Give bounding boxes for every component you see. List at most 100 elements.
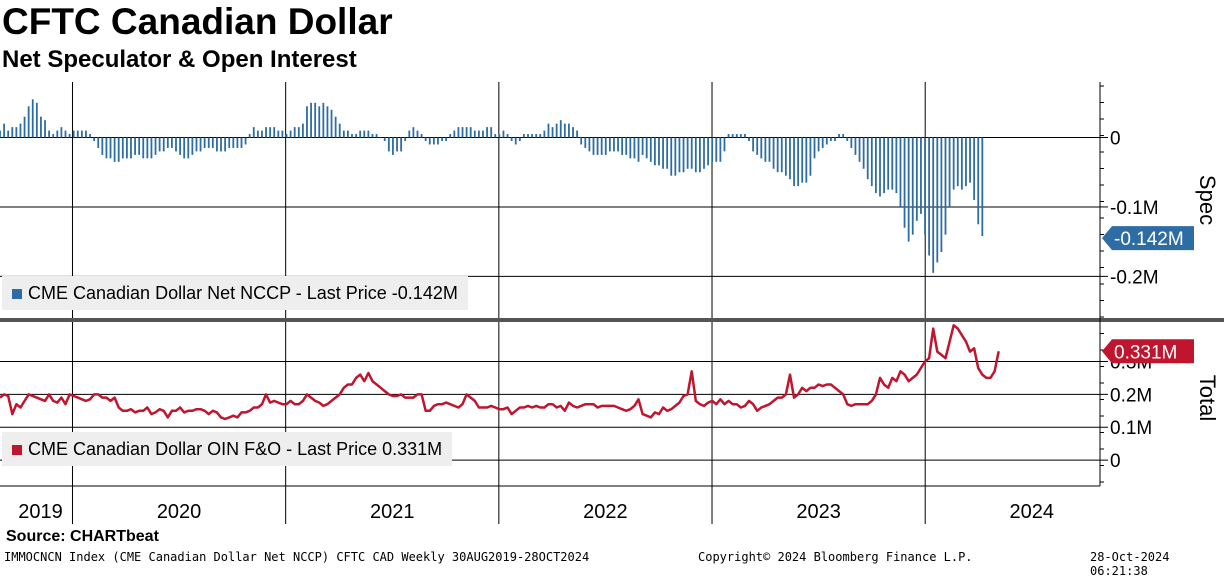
spec-bar: [887, 137, 890, 190]
legend-spec-swatch: [12, 289, 22, 299]
spec-bar: [183, 137, 186, 159]
spec-bar: [784, 137, 787, 176]
spec-bar: [547, 123, 550, 138]
spec-bar: [179, 137, 181, 155]
spec-bar: [281, 130, 284, 138]
spec-bar: [580, 137, 583, 145]
spec-bar: [568, 123, 570, 138]
spec-bar: [829, 137, 832, 141]
spec-bar: [166, 137, 169, 148]
spec-bar: [109, 137, 112, 159]
spec-bar: [506, 134, 509, 138]
spec-bar: [203, 137, 206, 148]
spec-bar: [85, 130, 87, 138]
spec-bar: [494, 134, 497, 138]
ticker-info: IMMOCNCN Index (CME Canadian Dollar Net …: [4, 550, 590, 564]
spec-bar: [31, 99, 34, 138]
legend-total: CME Canadian Dollar OIN F&O - Last Price…: [2, 432, 453, 466]
spec-bar: [265, 127, 267, 138]
spec-bar: [604, 137, 607, 155]
spec-bar: [731, 134, 734, 138]
spec-bar-series: [0, 99, 984, 273]
total-y-tick-label: 0.2M: [1110, 385, 1152, 406]
spec-bar: [850, 137, 853, 148]
spec-bar: [97, 137, 100, 148]
spec-bar: [277, 130, 280, 138]
spec-bar: [322, 102, 325, 138]
spec-bar: [359, 130, 362, 138]
spec-bar: [764, 137, 767, 162]
x-tick-label: 2022: [583, 501, 628, 523]
spec-bar: [482, 130, 484, 138]
spec-bar: [261, 130, 263, 138]
spec-bar: [649, 137, 652, 162]
spec-bar: [588, 137, 591, 152]
spec-bar: [453, 130, 456, 138]
spec-bar: [441, 137, 443, 141]
spec-bar: [220, 137, 222, 152]
spec-bar: [723, 137, 726, 152]
spec-bar: [15, 127, 18, 138]
spec-bar: [314, 102, 317, 138]
spec-bar: [216, 137, 218, 152]
spec-bar: [703, 137, 705, 169]
total-last-value-tag-text: 0.331M: [1114, 342, 1177, 363]
spec-bar: [93, 137, 96, 141]
total-y-tick-label: 0.1M: [1110, 418, 1152, 439]
spec-bar: [138, 137, 141, 155]
spec-bar: [895, 137, 898, 194]
spec-bar: [801, 137, 804, 183]
spec-bar: [207, 137, 210, 148]
spec-bar: [363, 130, 366, 138]
spec-bar: [334, 116, 337, 138]
spec-bar: [60, 127, 63, 138]
spec-bar: [0, 130, 1, 138]
spec-bar: [617, 137, 619, 152]
spec-bar: [285, 134, 288, 138]
spec-bar: [445, 137, 448, 141]
spec-bar: [719, 137, 722, 162]
spec-bar: [387, 137, 390, 152]
spec-bar: [805, 137, 808, 183]
spec-last-value-tag-shape: [1102, 226, 1194, 251]
spec-bar: [437, 137, 439, 145]
spec-bar: [424, 137, 427, 141]
spec-bar: [432, 137, 435, 145]
total-line-series: [0, 324, 1000, 421]
spec-bar: [371, 134, 374, 138]
spec-bar: [797, 137, 800, 187]
x-tick-label: 2021: [370, 501, 415, 523]
spec-bar: [449, 134, 452, 138]
spec-bar: [825, 137, 828, 145]
spec-bar: [187, 137, 190, 159]
spec-bar: [965, 137, 967, 187]
timestamp: 28-Oct-2024 06:21:38: [1090, 550, 1170, 578]
spec-bar: [924, 137, 926, 235]
spec-bar: [240, 137, 243, 148]
axis-labels: 0-0.1M-0.2M00.1M0.2M0.3MSpecTotal-0.142M…: [18, 129, 1220, 523]
spec-bar: [666, 137, 669, 169]
spec-bar: [682, 137, 685, 173]
spec-bar: [150, 137, 153, 159]
spec-bar: [469, 127, 472, 138]
spec-bar: [793, 137, 795, 187]
spec-bar: [171, 137, 173, 148]
spec-bar: [969, 137, 971, 183]
spec-bar: [748, 137, 750, 141]
spec-bar: [228, 137, 231, 148]
spec-bar: [866, 137, 869, 180]
spec-bar: [76, 130, 79, 138]
spec-bar: [817, 137, 820, 152]
x-tick-label: 2024: [1010, 501, 1055, 523]
spec-bar: [375, 134, 378, 138]
spec-bar: [940, 137, 943, 253]
spec-bar: [973, 137, 976, 200]
spec-bar: [355, 134, 357, 138]
spec-bar: [105, 137, 108, 159]
spec-bar: [780, 137, 783, 173]
spec-bar: [678, 137, 681, 173]
spec-bar: [879, 137, 881, 197]
spec-bar: [629, 137, 632, 159]
spec-bar: [396, 137, 398, 152]
spec-y-tick-label: -0.2M: [1110, 267, 1159, 288]
